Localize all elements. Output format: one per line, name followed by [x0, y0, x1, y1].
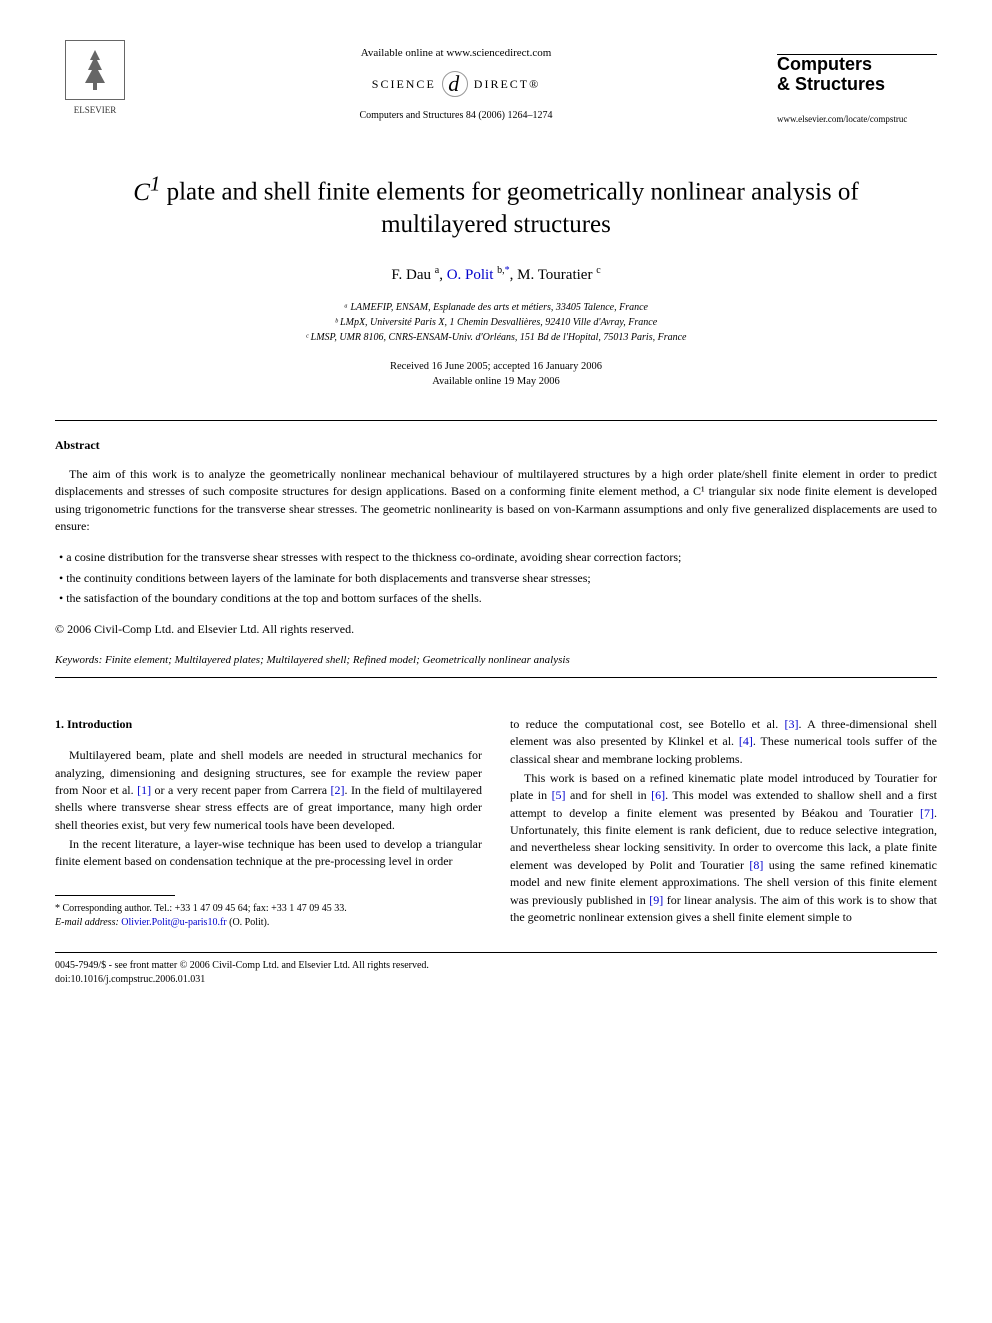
right-column: to reduce the computational cost, see Bo…	[510, 716, 937, 930]
email-label: E-mail address:	[55, 917, 121, 928]
keywords: Keywords: Finite element; Multilayered p…	[55, 653, 937, 668]
author-2-aff: b,	[497, 265, 505, 276]
page-header: ELSEVIER Available online at www.science…	[55, 40, 937, 125]
affiliation-b: ᵇ LMpX, Université Paris X, 1 Chemin Des…	[55, 315, 937, 330]
ref-5-link[interactable]: [5]	[552, 788, 566, 802]
bullet-2: • the continuity conditions between laye…	[59, 568, 937, 588]
ref-2-link[interactable]: [2]	[331, 783, 345, 797]
intro-r1a: to reduce the computational cost, see Bo…	[510, 717, 785, 731]
copyright: © 2006 Civil-Comp Ltd. and Elsevier Ltd.…	[55, 621, 937, 638]
bottom-rule	[55, 952, 937, 953]
abstract-p1: The aim of this work is to analyze the g…	[55, 466, 937, 536]
ref-9-link[interactable]: [9]	[649, 893, 663, 907]
journal-box: Computers & Structures www.elsevier.com/…	[777, 40, 937, 125]
footnote: * Corresponding author. Tel.: +33 1 47 0…	[55, 902, 482, 930]
author-3: M. Touratier	[517, 267, 596, 283]
title-sup: 1	[150, 171, 160, 195]
intro-left-p2: In the recent literature, a layer-wise t…	[55, 836, 482, 871]
intro-left-p1: Multilayered beam, plate and shell model…	[55, 747, 482, 834]
received-date: Received 16 June 2005; accepted 16 Janua…	[55, 359, 937, 375]
article-title: C1 plate and shell finite elements for g…	[85, 170, 907, 241]
title-rest: plate and shell finite elements for geom…	[160, 179, 858, 239]
author-1: F. Dau	[391, 267, 434, 283]
center-header: Available online at www.sciencedirect.co…	[135, 40, 777, 123]
author-2-link[interactable]: O. Polit	[447, 267, 497, 283]
ref-7-link[interactable]: [7]	[920, 806, 934, 820]
ref-8-link[interactable]: [8]	[749, 858, 763, 872]
authors: F. Dau a, O. Polit b,*, M. Touratier c	[55, 264, 937, 286]
left-column: 1. Introduction Multilayered beam, plate…	[55, 716, 482, 930]
email-link[interactable]: Olivier.Polit@u-paris10.fr	[121, 917, 226, 928]
citation-text: Computers and Structures 84 (2006) 1264–…	[135, 109, 777, 123]
direct-text: DIRECT®	[474, 76, 540, 93]
elsevier-logo: ELSEVIER	[55, 40, 135, 117]
abstract-text: The aim of this work is to analyze the g…	[55, 466, 937, 536]
author-2: O. Polit	[447, 267, 497, 283]
intro-heading: 1. Introduction	[55, 716, 482, 733]
abstract-heading: Abstract	[55, 437, 937, 454]
body-columns: 1. Introduction Multilayered beam, plate…	[55, 716, 937, 930]
affiliation-a: ᵃ LAMEFIP, ENSAM, Esplanade des arts et …	[55, 300, 937, 315]
ref-6-link[interactable]: [6]	[651, 788, 665, 802]
front-matter: 0045-7949/$ - see front matter © 2006 Ci…	[55, 959, 937, 973]
corresponding-author: * Corresponding author. Tel.: +33 1 47 0…	[55, 902, 482, 916]
journal-name-1: Computers	[777, 55, 937, 75]
article-dates: Received 16 June 2005; accepted 16 Janua…	[55, 359, 937, 391]
title-c: C	[133, 179, 150, 206]
keywords-label: Keywords:	[55, 654, 102, 666]
sep2: ,	[510, 267, 518, 283]
affiliations: ᵃ LAMEFIP, ENSAM, Esplanade des arts et …	[55, 300, 937, 345]
intro-l1b: or a very recent paper from Carrera	[151, 783, 330, 797]
affiliation-c: ᶜ LMSP, UMR 8106, CNRS-ENSAM-Univ. d'Orl…	[55, 330, 937, 345]
keywords-text: Finite element; Multilayered plates; Mul…	[102, 654, 569, 666]
abstract-bullets: • a cosine distribution for the transver…	[59, 547, 937, 608]
publisher-name: ELSEVIER	[55, 104, 135, 117]
at-icon: d	[442, 71, 468, 97]
journal-url: www.elsevier.com/locate/compstruc	[777, 113, 937, 126]
intro-r2b: and for shell in	[566, 788, 652, 802]
ref-3-link[interactable]: [3]	[785, 717, 799, 731]
sciencedirect-logo: SCIENCE d DIRECT®	[135, 71, 777, 97]
email-line: E-mail address: Olivier.Polit@u-paris10.…	[55, 916, 482, 930]
intro-right-p2: This work is based on a refined kinemati…	[510, 770, 937, 927]
abstract-top-rule	[55, 420, 937, 421]
doi: doi:10.1016/j.compstruc.2006.01.031	[55, 973, 937, 987]
footnote-rule	[55, 895, 175, 896]
bullet-1: • a cosine distribution for the transver…	[59, 547, 937, 567]
sep1: ,	[439, 267, 447, 283]
ref-4-link[interactable]: [4]	[739, 734, 753, 748]
abstract-bottom-rule	[55, 677, 937, 678]
email-suffix: (O. Polit).	[227, 917, 270, 928]
journal-name-2: & Structures	[777, 75, 937, 95]
ref-1-link[interactable]: [1]	[137, 783, 151, 797]
bullet-3: • the satisfaction of the boundary condi…	[59, 588, 937, 608]
science-text: SCIENCE	[372, 76, 436, 93]
bottom-text: 0045-7949/$ - see front matter © 2006 Ci…	[55, 959, 937, 987]
elsevier-tree-icon	[65, 40, 125, 100]
intro-right-p1: to reduce the computational cost, see Bo…	[510, 716, 937, 768]
online-date: Available online 19 May 2006	[55, 374, 937, 390]
available-online-text: Available online at www.sciencedirect.co…	[135, 46, 777, 61]
author-3-aff: c	[596, 265, 600, 276]
